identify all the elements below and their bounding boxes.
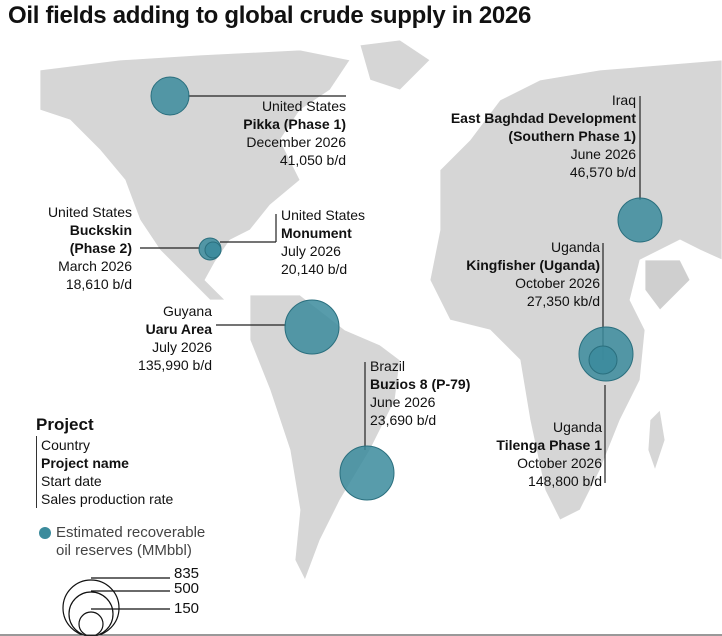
- legend-start-date: Start date: [41, 473, 102, 489]
- size-500: 500: [174, 580, 200, 597]
- bubble-legend: Estimated recoverable oil reserves (MMbb…: [39, 524, 205, 560]
- label-monument: United States Monument July 2026 20,140 b/d: [281, 207, 366, 277]
- legend-rate: Sales production rate: [41, 491, 174, 507]
- bubble-east-baghdad[interactable]: [617, 197, 663, 243]
- size-150: 150: [174, 600, 200, 617]
- size-835: 835: [174, 565, 200, 582]
- bubble-uaru[interactable]: [284, 299, 340, 355]
- land: [39, 39, 722, 581]
- bubble-swatch-icon: [39, 527, 51, 539]
- bubble-kingfisher[interactable]: [588, 345, 618, 375]
- label-buckskin: United States Buckskin (Phase 2) March 2026…: [47, 204, 132, 292]
- bubble-buzios[interactable]: [339, 445, 395, 501]
- label-pikka: United States Pikka (Phase 1) December 202…: [243, 98, 346, 168]
- bubble-pikka[interactable]: [150, 76, 190, 116]
- legend-project-name: Project name: [41, 455, 129, 471]
- leader-lines: [140, 95, 641, 483]
- label-uaru: Guyana Uaru Area July 2026 135,990 b/d: [138, 303, 212, 373]
- chart-title: Oil fields adding to global crude supply…: [8, 2, 532, 29]
- reserve-bubbles: [150, 76, 663, 501]
- legend: Project Country Project name Start date …: [36, 416, 173, 508]
- bubble-monument[interactable]: [204, 241, 222, 259]
- legend-country: Country: [41, 437, 91, 453]
- size-legend-circles: [62, 577, 170, 636]
- legend-heading: Project: [36, 415, 94, 434]
- label-east-baghdad: Iraq East Baghdad Development (Southern Ph…: [450, 92, 636, 180]
- label-tilenga: Uganda Tilenga Phase 1 October 2026 148,800…: [496, 419, 602, 489]
- label-kingfisher: Uganda Kingfisher (Uganda) October 2026 27,…: [466, 239, 600, 309]
- label-buzios: Brazil Buzios 8 (P-79) June 2026 23,690 b/d: [370, 358, 471, 428]
